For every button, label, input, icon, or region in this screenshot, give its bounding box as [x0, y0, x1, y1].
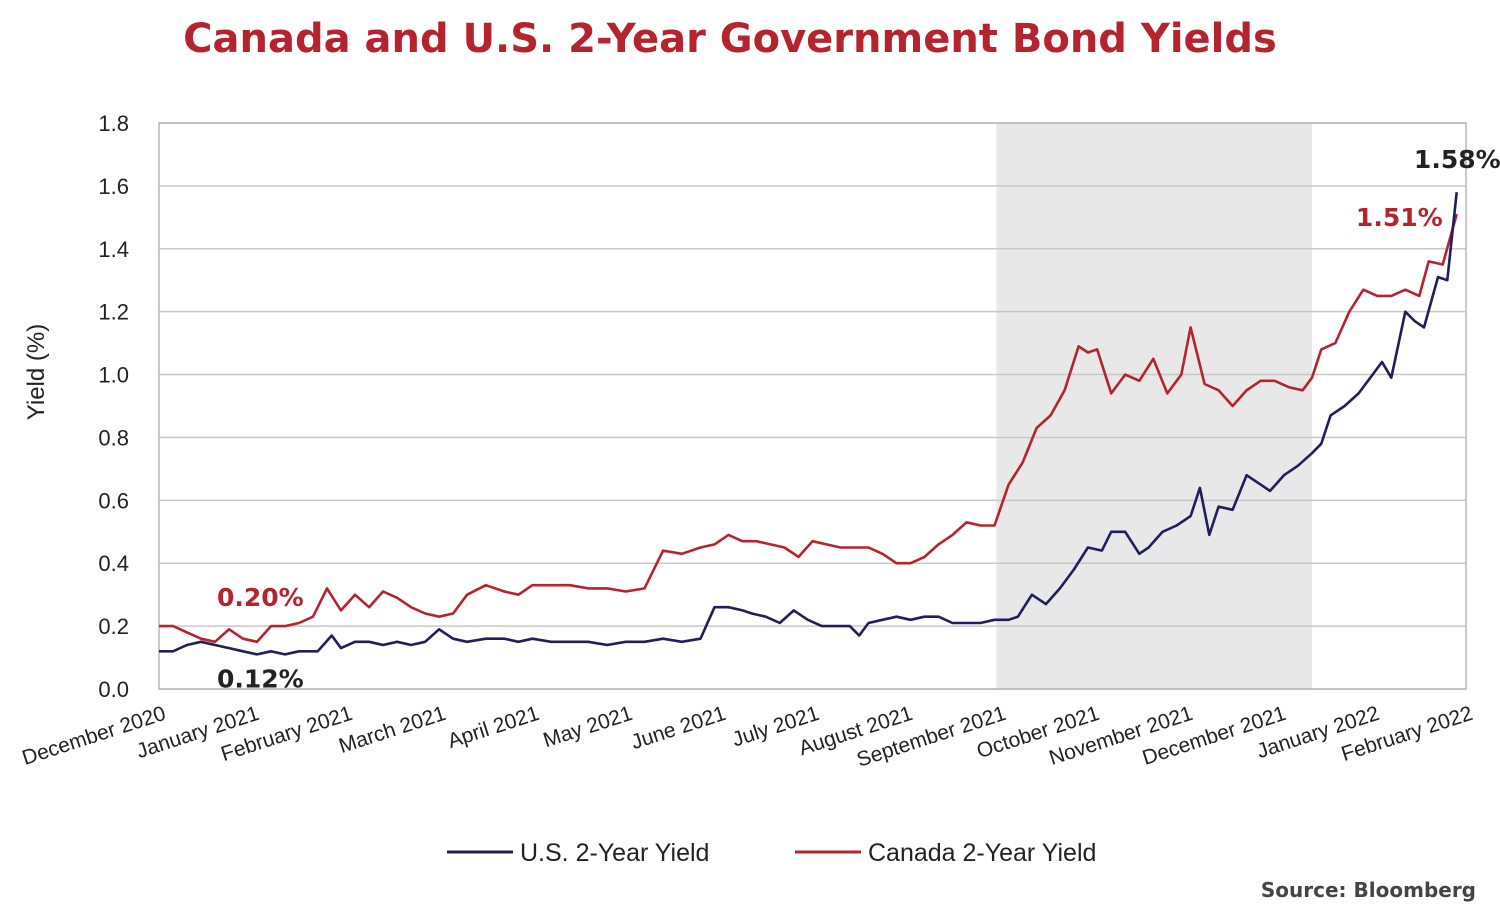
y-tick-label: 0.6 [98, 488, 129, 513]
series-lines [159, 192, 1458, 656]
chart-title: Canada and U.S. 2-Year Government Bond Y… [183, 16, 1277, 62]
y-tick-label: 0.0 [98, 677, 129, 702]
y-tick-label: 1.2 [98, 300, 129, 325]
x-tick-label: May 2021 [541, 702, 636, 752]
y-tick-label: 1.4 [98, 237, 129, 262]
x-tick-label: June 2021 [628, 702, 728, 754]
gridlines [158, 122, 1467, 690]
y-tick-label: 1.8 [98, 111, 129, 136]
legend-label-canada: Canada 2-Year Yield [868, 839, 1096, 867]
annotation-label: 0.20% [217, 583, 304, 612]
plot-frame [158, 122, 1467, 690]
annotation-label: 0.12% [217, 664, 304, 693]
x-tick-label: April 2021 [445, 702, 542, 753]
y-tick-label: 0.2 [98, 614, 129, 639]
y-axis-label: Yield (%) [23, 324, 50, 420]
annotations: 0.20% 0.12% 1.58% 1.51% [217, 145, 1500, 693]
annotation-label: 1.51% [1356, 203, 1443, 232]
y-axis-ticks: 0.0 0.2 0.4 0.6 0.8 1.0 1.2 1.4 1.6 1.8 [98, 111, 129, 702]
legend-label-us: U.S. 2-Year Yield [520, 839, 709, 867]
series-line-canada [159, 213, 1458, 644]
series-line-us [159, 192, 1458, 656]
source-note: Source: Bloomberg [1261, 878, 1476, 902]
shaded-region-layer [996, 123, 1312, 689]
y-tick-label: 1.0 [98, 363, 129, 388]
legend: U.S. 2-Year Yield Canada 2-Year Yield [447, 839, 1096, 867]
y-tick-label: 1.6 [98, 174, 129, 199]
shaded-region [996, 123, 1312, 689]
y-tick-label: 0.4 [98, 551, 129, 576]
annotation-label: 1.58% [1414, 145, 1500, 174]
y-tick-label: 0.8 [98, 425, 129, 450]
x-tick-label: March 2021 [336, 702, 449, 758]
